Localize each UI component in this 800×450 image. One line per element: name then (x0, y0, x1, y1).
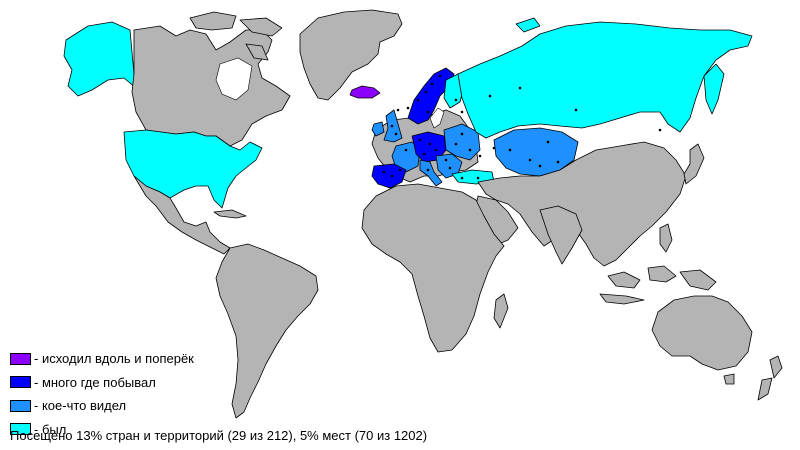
place-dot (404, 148, 408, 152)
place-dot (390, 174, 394, 178)
canada (131, 25, 291, 147)
place-dot (460, 176, 464, 180)
place-dot (438, 74, 442, 78)
novaya-zemlya (515, 17, 541, 33)
place-dot (382, 170, 386, 174)
legend-label: - много где побывал (34, 374, 156, 390)
place-dot (406, 106, 410, 110)
italy (419, 159, 443, 187)
place-dot (476, 176, 480, 180)
legend-swatch (10, 352, 31, 365)
place-dot (428, 142, 432, 146)
place-dot (492, 146, 496, 150)
kamchatka (703, 63, 725, 115)
place-dot (574, 108, 578, 112)
place-dot (426, 110, 430, 114)
kazakhstan (493, 127, 579, 177)
place-dot (488, 94, 492, 98)
south-america (215, 243, 319, 419)
legend-item-all: - исходил вдоль и поперёк (10, 347, 194, 371)
legend-swatch (10, 376, 31, 389)
place-dot (478, 154, 482, 158)
usa (123, 129, 263, 209)
place-dot (430, 82, 434, 86)
place-dot (460, 132, 464, 136)
place-dot (390, 124, 394, 128)
legend-swatch (10, 423, 31, 436)
tasmania (723, 373, 735, 385)
eastern-europe (443, 123, 481, 161)
place-dot (418, 138, 422, 142)
place-dot (394, 132, 398, 136)
place-dot (434, 148, 438, 152)
cuba (213, 209, 247, 219)
place-dot (454, 142, 458, 146)
place-dot (454, 98, 458, 102)
australia (651, 295, 753, 371)
madagascar (493, 293, 509, 329)
place-dot (546, 140, 550, 144)
place-dot (444, 158, 448, 162)
legend-label: - был (34, 421, 67, 437)
place-dot (448, 166, 452, 170)
place-dot (396, 108, 400, 112)
place-dot (528, 158, 532, 162)
africa (361, 183, 505, 353)
mexico (133, 175, 231, 255)
place-dot (508, 148, 512, 152)
iceland (349, 85, 381, 99)
visit-summary: Посещено 13% стран и территорий (29 из 2… (10, 428, 428, 443)
place-dot (422, 152, 426, 156)
alaska (63, 21, 147, 97)
baltic-sea (429, 107, 445, 129)
new-zealand (757, 355, 783, 401)
place-dot (556, 160, 560, 164)
place-dot (658, 128, 662, 132)
legend-label: - исходил вдоль и поперёк (34, 351, 194, 367)
india (539, 205, 583, 265)
legend-item-some: - кое-что видел (10, 394, 194, 418)
greenland (299, 9, 403, 101)
place-dot (426, 168, 430, 172)
hudson-bay (215, 57, 253, 101)
japan (683, 143, 705, 185)
legend-item-been: - был (10, 418, 194, 442)
russia (457, 21, 753, 139)
place-dot (416, 98, 420, 102)
place-dot (518, 86, 522, 90)
canada-islands (189, 11, 283, 61)
iberia (371, 163, 407, 189)
map-legend: - исходил вдоль и поперёк - много где по… (10, 347, 194, 441)
place-dot (468, 148, 472, 152)
place-dot (538, 164, 542, 168)
legend-swatch (10, 399, 31, 412)
place-dot (460, 110, 464, 114)
place-dot (398, 168, 402, 172)
indonesia (599, 265, 717, 305)
place-dots (382, 74, 662, 180)
france (391, 141, 421, 173)
place-dot (424, 90, 428, 94)
ireland (371, 121, 385, 137)
legend-label: - кое-что видел (34, 398, 127, 414)
legend-item-much: - много где побывал (10, 371, 194, 395)
asia-south (477, 141, 687, 267)
philippines (659, 223, 673, 253)
